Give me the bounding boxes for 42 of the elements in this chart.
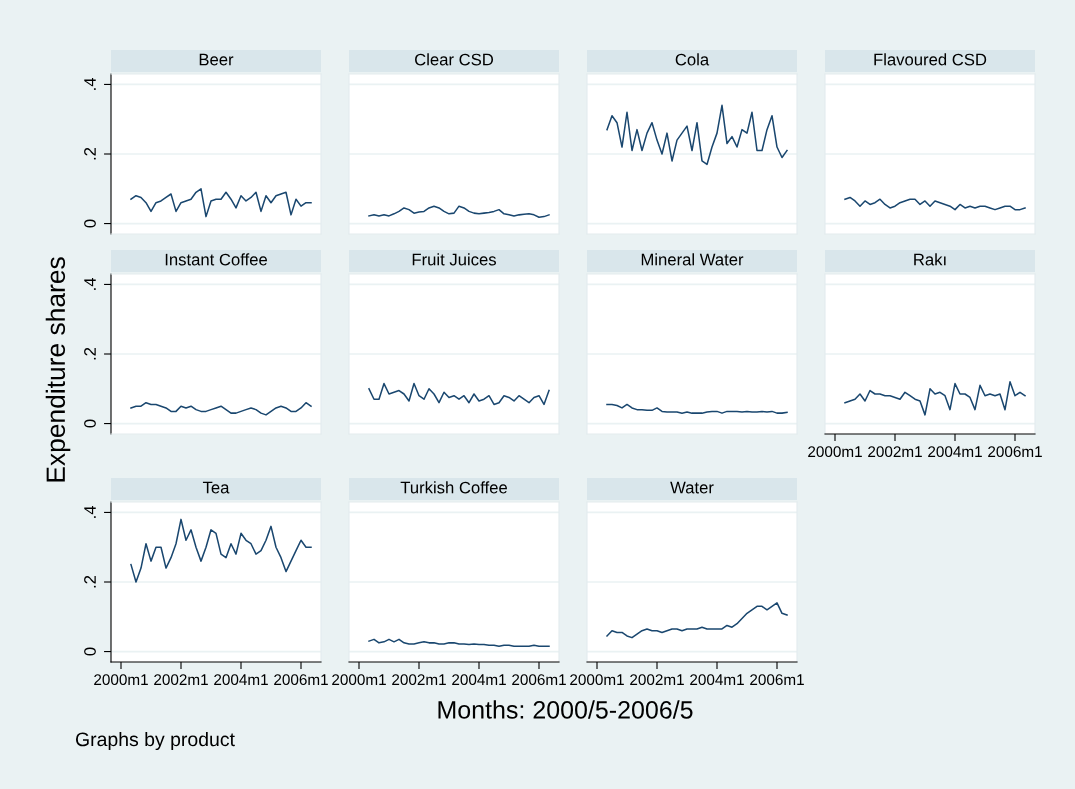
y-tick-label: .2 — [84, 147, 96, 160]
x-tick-label: 2000m1 — [332, 674, 386, 686]
y-tick-label: .2 — [84, 347, 96, 360]
y-tick-label: 0 — [84, 419, 96, 428]
x-tick-label: 2006m1 — [512, 674, 566, 686]
chart-title: Clear CSD — [415, 53, 494, 66]
x-tick-label: 2006m1 — [274, 674, 328, 686]
y-tick-label: .4 — [84, 277, 96, 290]
x-tick-label: 2006m1 — [750, 674, 804, 686]
chart-title: Turkish Coffee — [400, 481, 507, 494]
chart-title: Rakı — [914, 253, 946, 266]
line-series — [130, 401, 312, 416]
chart-title: Water — [670, 481, 714, 494]
x-tick-label: 2002m1 — [392, 674, 446, 686]
y-tick-label: .4 — [84, 505, 96, 518]
x-tick-label: 2002m1 — [154, 674, 208, 686]
chart-title: Instant Coffee — [165, 253, 267, 266]
text: Graphs by product — [75, 731, 235, 751]
x-tick-label: 2004m1 — [452, 674, 506, 686]
x-tick-label: 2006m1 — [988, 446, 1042, 458]
chart-title: Flavoured CSD — [874, 53, 987, 66]
chart-title: Fruit Juices — [412, 253, 496, 266]
chart-title: Tea — [202, 481, 230, 494]
line-series — [130, 188, 312, 218]
x-tick-label: 2004m1 — [928, 446, 982, 458]
x-tick-label: 2004m1 — [214, 674, 268, 686]
y-tick-label: .4 — [84, 77, 96, 90]
chart-title: Beer — [199, 53, 234, 66]
x-tick-label: 2002m1 — [630, 674, 684, 686]
y-axis-title: Expenditure shares — [45, 257, 71, 482]
x-tick-label: 2000m1 — [570, 674, 624, 686]
x-axis-title: Months: 2000/5-2006/5 — [438, 700, 693, 719]
x-tick-label: 2000m1 — [808, 446, 862, 458]
x-tick-label: 2000m1 — [94, 674, 148, 686]
y-tick-label: .2 — [84, 575, 96, 588]
x-tick-label: 2004m1 — [690, 674, 744, 686]
y-tick-label: 0 — [84, 219, 96, 228]
x-tick-label: 2002m1 — [868, 446, 922, 458]
y-tick-label: 0 — [84, 647, 96, 656]
chart-title: Mineral Water — [641, 253, 744, 266]
chart-title: Cola — [675, 53, 710, 66]
line-series — [130, 518, 312, 583]
